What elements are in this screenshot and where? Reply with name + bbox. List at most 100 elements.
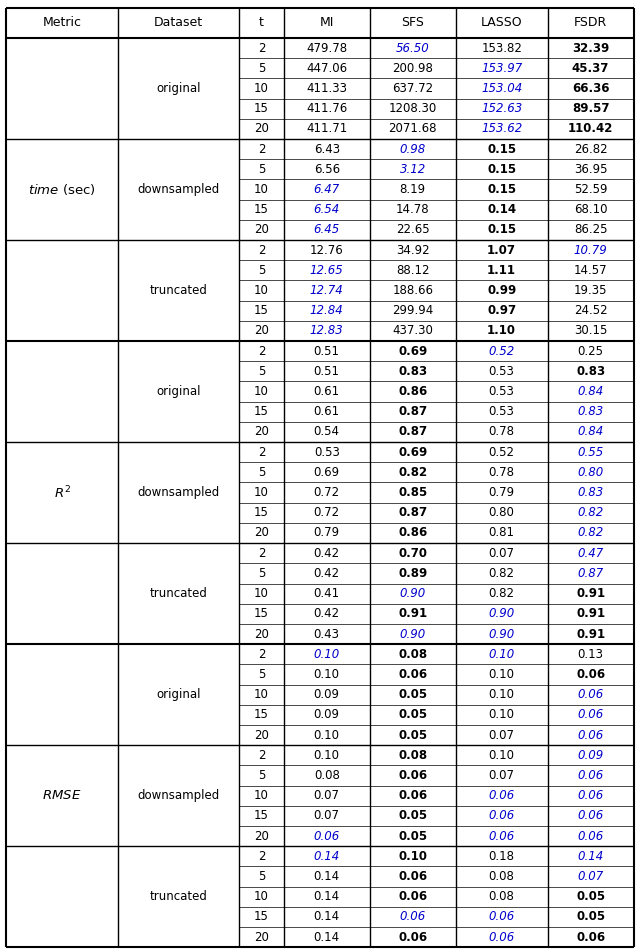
- Text: 26.82: 26.82: [573, 143, 607, 155]
- Text: 10: 10: [254, 789, 269, 803]
- Text: 15: 15: [254, 406, 269, 418]
- Text: 0.85: 0.85: [398, 486, 428, 499]
- Text: 6.56: 6.56: [314, 163, 340, 176]
- Text: 2: 2: [258, 850, 265, 863]
- Text: 0.83: 0.83: [577, 406, 604, 418]
- Text: 0.51: 0.51: [314, 345, 340, 358]
- Text: 15: 15: [254, 809, 269, 823]
- Text: 20: 20: [254, 931, 269, 943]
- Text: 0.69: 0.69: [398, 446, 428, 459]
- Text: 5: 5: [258, 668, 265, 681]
- Text: 0.69: 0.69: [314, 466, 340, 479]
- Text: 0.06: 0.06: [398, 789, 428, 803]
- Text: 153.04: 153.04: [481, 82, 522, 95]
- Text: 0.14: 0.14: [577, 850, 604, 863]
- Text: 0.91: 0.91: [398, 607, 428, 621]
- Text: 0.05: 0.05: [576, 910, 605, 923]
- Text: 15: 15: [254, 506, 269, 519]
- Text: 0.07: 0.07: [577, 870, 604, 883]
- Text: 6.43: 6.43: [314, 143, 340, 155]
- Text: 5: 5: [258, 769, 265, 782]
- Text: 0.06: 0.06: [577, 789, 604, 803]
- Text: 0.83: 0.83: [577, 486, 604, 499]
- Text: SFS: SFS: [401, 16, 424, 30]
- Text: 12.83: 12.83: [310, 325, 344, 337]
- Text: 6.47: 6.47: [314, 183, 340, 196]
- Text: 5: 5: [258, 870, 265, 883]
- Text: downsampled: downsampled: [138, 486, 220, 499]
- Text: 0.90: 0.90: [399, 587, 426, 600]
- Text: 0.07: 0.07: [489, 728, 515, 742]
- Text: 0.06: 0.06: [488, 829, 515, 843]
- Text: 0.18: 0.18: [489, 850, 515, 863]
- Text: 479.78: 479.78: [306, 42, 348, 54]
- Text: 0.06: 0.06: [398, 890, 428, 903]
- Text: 0.87: 0.87: [577, 566, 604, 580]
- Text: 22.65: 22.65: [396, 224, 429, 236]
- Text: truncated: truncated: [150, 890, 207, 903]
- Text: 447.06: 447.06: [306, 62, 348, 75]
- Text: 0.82: 0.82: [577, 526, 604, 540]
- Text: 0.10: 0.10: [398, 850, 428, 863]
- Text: $RMSE$: $RMSE$: [42, 789, 82, 803]
- Text: 15: 15: [254, 910, 269, 923]
- Text: 15: 15: [254, 708, 269, 722]
- Text: LASSO: LASSO: [481, 16, 522, 30]
- Text: 10: 10: [254, 890, 269, 903]
- Text: FSDR: FSDR: [574, 16, 607, 30]
- Text: 0.15: 0.15: [487, 143, 516, 155]
- Text: 0.10: 0.10: [314, 749, 340, 762]
- Text: Dataset: Dataset: [154, 16, 203, 30]
- Text: 14.78: 14.78: [396, 203, 429, 216]
- Text: 12.65: 12.65: [310, 264, 344, 277]
- Text: 0.06: 0.06: [398, 931, 428, 943]
- Text: 8.19: 8.19: [400, 183, 426, 196]
- Text: 0.52: 0.52: [488, 345, 515, 358]
- Text: 0.07: 0.07: [489, 769, 515, 782]
- Text: 5: 5: [258, 62, 265, 75]
- Text: 0.82: 0.82: [577, 506, 604, 519]
- Text: original: original: [156, 688, 201, 702]
- Text: 10: 10: [254, 82, 269, 95]
- Text: 0.09: 0.09: [314, 708, 340, 722]
- Text: 0.06: 0.06: [398, 668, 428, 681]
- Text: 0.07: 0.07: [489, 546, 515, 560]
- Text: 20: 20: [254, 426, 269, 439]
- Text: 0.90: 0.90: [399, 627, 426, 641]
- Text: 0.86: 0.86: [398, 385, 428, 398]
- Text: 32.39: 32.39: [572, 42, 609, 54]
- Text: 0.80: 0.80: [489, 506, 515, 519]
- Text: downsampled: downsampled: [138, 183, 220, 196]
- Text: 0.05: 0.05: [398, 728, 428, 742]
- Text: 2: 2: [258, 546, 265, 560]
- Text: 20: 20: [254, 627, 269, 641]
- Text: 0.06: 0.06: [488, 931, 515, 943]
- Text: 0.14: 0.14: [314, 870, 340, 883]
- Text: 0.80: 0.80: [577, 466, 604, 479]
- Text: 1.11: 1.11: [487, 264, 516, 277]
- Text: 6.54: 6.54: [314, 203, 340, 216]
- Text: 0.47: 0.47: [577, 546, 604, 560]
- Text: 5: 5: [258, 264, 265, 277]
- Text: 0.69: 0.69: [398, 345, 428, 358]
- Text: 0.06: 0.06: [577, 809, 604, 823]
- Text: 30.15: 30.15: [574, 325, 607, 337]
- Text: 0.06: 0.06: [577, 728, 604, 742]
- Text: 0.14: 0.14: [314, 890, 340, 903]
- Text: 0.42: 0.42: [314, 607, 340, 621]
- Text: 0.05: 0.05: [398, 688, 428, 702]
- Text: 0.06: 0.06: [488, 809, 515, 823]
- Text: 0.55: 0.55: [577, 446, 604, 459]
- Text: 1.10: 1.10: [487, 325, 516, 337]
- Text: 66.36: 66.36: [572, 82, 609, 95]
- Text: $time$ (sec): $time$ (sec): [28, 182, 96, 197]
- Text: 14.57: 14.57: [573, 264, 607, 277]
- Text: 0.91: 0.91: [576, 627, 605, 641]
- Text: 0.97: 0.97: [487, 305, 516, 317]
- Text: 0.78: 0.78: [489, 426, 515, 439]
- Text: 0.06: 0.06: [314, 829, 340, 843]
- Text: 0.06: 0.06: [398, 769, 428, 782]
- Text: 5: 5: [258, 365, 265, 378]
- Text: 0.78: 0.78: [489, 466, 515, 479]
- Text: 2: 2: [258, 244, 265, 257]
